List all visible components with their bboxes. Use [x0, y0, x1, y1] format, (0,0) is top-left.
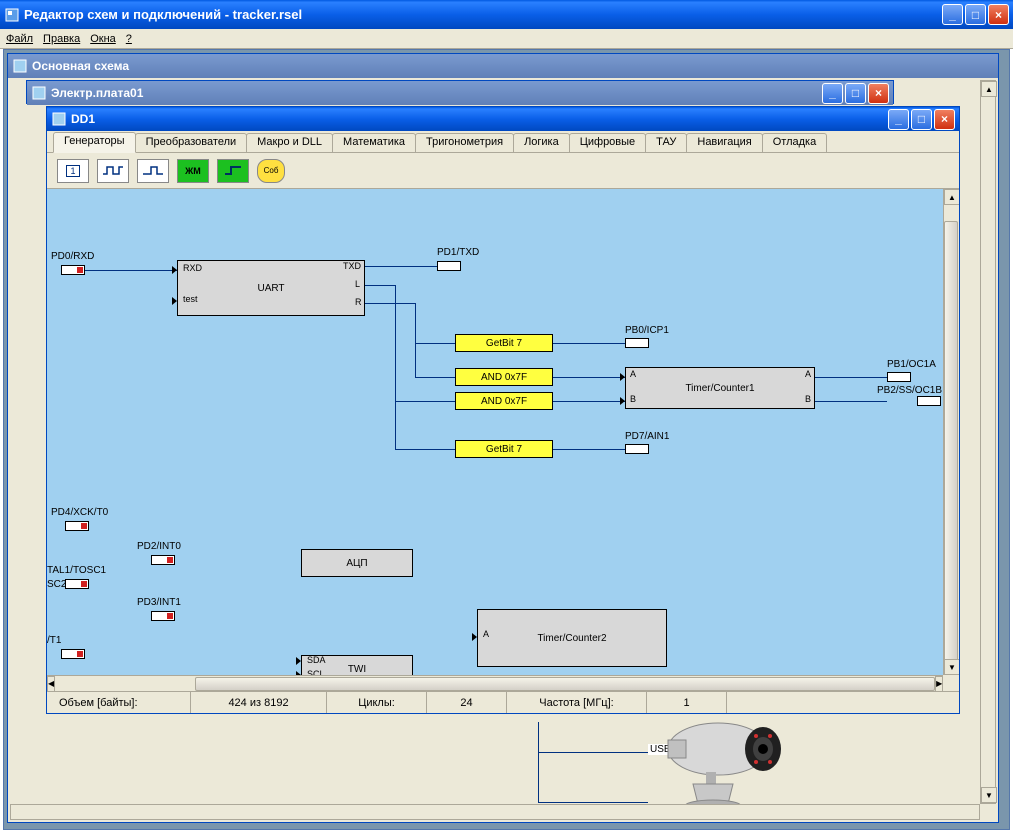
label-pb2: PB2/SS/OC1B: [877, 385, 942, 396]
dd1-min-button[interactable]: _: [888, 109, 909, 130]
label-pd2: PD2/INT0: [137, 541, 181, 552]
block-getbit7-b[interactable]: GetBit 7: [455, 440, 553, 458]
port-pb1[interactable]: [887, 372, 911, 382]
dd1-toolbar: 1 ЖМ Cоб: [47, 153, 959, 189]
port-pb2[interactable]: [917, 396, 941, 406]
status-size-label: Объем [байты]:: [59, 697, 138, 709]
vscroll-thumb[interactable]: [944, 221, 958, 661]
main-title: Редактор схем и подключений - tracker.rs…: [24, 7, 942, 22]
block-timer1[interactable]: Timer/Counter1: [625, 367, 815, 409]
menu-help[interactable]: ?: [126, 33, 132, 45]
dd1-max-button[interactable]: □: [911, 109, 932, 130]
child1-hscroll[interactable]: [10, 804, 980, 820]
dd1-icon: [51, 111, 67, 127]
tab-trig[interactable]: Тригонометрия: [415, 133, 514, 152]
menu-edit[interactable]: Правка: [43, 33, 80, 45]
label-sc2: SC2: [47, 579, 66, 590]
port-pd0[interactable]: [61, 265, 85, 275]
label-pd3: PD3/INT1: [137, 597, 181, 608]
label-pb1: PB1/OC1A: [887, 359, 936, 370]
status-cycles-label: Циклы:: [358, 697, 395, 709]
tool-cob[interactable]: Cоб: [257, 159, 285, 183]
main-titlebar: Редактор схем и подключений - tracker.rs…: [0, 0, 1013, 29]
usb-wire-area: USB: [498, 722, 678, 802]
label-xtal1: TAL1/TOSC1: [47, 565, 106, 576]
block-and7f-a[interactable]: AND 0x7F: [455, 368, 553, 386]
status-freq-label: Частота [МГц]:: [539, 697, 613, 709]
tab-debug[interactable]: Отладка: [762, 133, 827, 152]
hscroll-thumb[interactable]: [195, 677, 935, 691]
block-timer2[interactable]: Timer/Counter2: [477, 609, 667, 667]
status-size-val: 424 из 8192: [228, 697, 288, 709]
label-pd7: PD7/AIN1: [625, 431, 669, 442]
schema-icon: [12, 58, 28, 74]
port-vt1[interactable]: [61, 649, 85, 659]
child2-min-button[interactable]: _: [822, 83, 843, 104]
dd1-tabbar: Генераторы Преобразователи Макро и DLL М…: [47, 131, 959, 153]
label-pd1: PD1/TXD: [437, 247, 479, 258]
label-pd4: PD4/XCK/T0: [51, 507, 108, 518]
tab-converters[interactable]: Преобразователи: [135, 133, 248, 152]
vscroll-down[interactable]: ▼: [944, 659, 959, 675]
label-pb0: PB0/ICP1: [625, 325, 669, 336]
child2-close-button[interactable]: ×: [868, 83, 889, 104]
port-pd2[interactable]: [151, 555, 175, 565]
schematic-canvas[interactable]: PD0/RXD UART RXD test TXD L R: [47, 189, 943, 675]
tool-pulse[interactable]: [97, 159, 129, 183]
status-cycles-val: 24: [460, 697, 472, 709]
child1-title: Основная схема: [32, 59, 994, 73]
dd1-close-button[interactable]: ×: [934, 109, 955, 130]
status-freq-val: 1: [683, 697, 689, 709]
tab-math[interactable]: Математика: [332, 133, 416, 152]
dd1-window: DD1 _ □ × Генераторы Преобразователи Мак…: [46, 106, 960, 714]
tool-const[interactable]: 1: [57, 159, 89, 183]
menubar: Файл Правка Окна ?: [0, 29, 1013, 49]
dd1-title: DD1: [71, 112, 888, 126]
port-pd7[interactable]: [625, 444, 649, 454]
port-xtal1[interactable]: [65, 579, 89, 589]
tab-tau[interactable]: ТАУ: [645, 133, 687, 152]
child1-vscroll[interactable]: ▲ ▼: [980, 80, 996, 804]
tab-macro[interactable]: Макро и DLL: [246, 133, 333, 152]
menu-file[interactable]: Файл: [6, 33, 33, 45]
dd1-vscroll[interactable]: ▲ ▼: [943, 189, 959, 675]
block-adc[interactable]: АЦП: [301, 549, 413, 577]
port-pd1[interactable]: [437, 261, 461, 271]
board-icon: [31, 85, 47, 101]
tab-generators[interactable]: Генераторы: [53, 132, 136, 153]
vscroll-up[interactable]: ▲: [944, 189, 959, 205]
tab-digital[interactable]: Цифровые: [569, 133, 646, 152]
hscroll-left[interactable]: ◀: [47, 676, 55, 692]
label-vt1: /T1: [47, 635, 61, 646]
camera-image: [658, 704, 818, 817]
mdi-area: Основная схема USB: [3, 49, 1010, 830]
main-max-button[interactable]: □: [965, 4, 986, 25]
main-min-button[interactable]: _: [942, 4, 963, 25]
dd1-hscroll[interactable]: ◀ ▶: [47, 675, 943, 691]
port-pd4[interactable]: [65, 521, 89, 531]
block-uart[interactable]: UART: [177, 260, 365, 316]
main-close-button[interactable]: ×: [988, 4, 1009, 25]
hscroll-right[interactable]: ▶: [935, 676, 943, 692]
block-and7f-b[interactable]: AND 0x7F: [455, 392, 553, 410]
port-pb0[interactable]: [625, 338, 649, 348]
tool-zhm[interactable]: ЖМ: [177, 159, 209, 183]
tab-nav[interactable]: Навигация: [686, 133, 762, 152]
label-pd0: PD0/RXD: [51, 251, 94, 262]
port-pd3[interactable]: [151, 611, 175, 621]
child-window-board[interactable]: Электр.плата01 _ □ ×: [26, 80, 894, 104]
block-getbit7-a[interactable]: GetBit 7: [455, 334, 553, 352]
child2-max-button[interactable]: □: [845, 83, 866, 104]
app-icon: [4, 7, 20, 23]
tool-single-pulse[interactable]: [137, 159, 169, 183]
tool-step[interactable]: [217, 159, 249, 183]
tab-logic[interactable]: Логика: [513, 133, 570, 152]
child2-title: Электр.плата01: [51, 86, 822, 100]
dd1-statusbar: Объем [байты]: 424 из 8192 Циклы: 24 Час…: [47, 691, 959, 713]
menu-windows[interactable]: Окна: [90, 33, 116, 45]
